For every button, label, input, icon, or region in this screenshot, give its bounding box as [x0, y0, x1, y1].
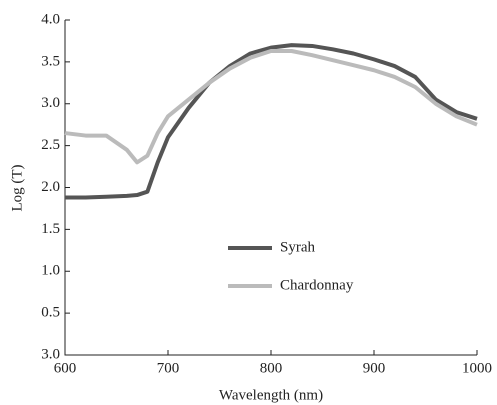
- y-tick-label: 3.5: [41, 53, 60, 69]
- axes: [64, 20, 477, 356]
- x-tick-label: 800: [260, 360, 283, 376]
- y-tick-label: 1.0: [41, 263, 60, 279]
- y-tick-label: 1.5: [41, 221, 60, 237]
- line-series: [64, 48, 478, 165]
- y-tick-label: 2.0: [41, 179, 60, 195]
- legend-label: Chardonnay: [280, 277, 354, 293]
- legend-label: Syrah: [280, 239, 315, 255]
- y-tick-label: 2.5: [41, 137, 60, 153]
- x-tick-label: 700: [157, 360, 180, 376]
- x-tick-label: 900: [363, 360, 386, 376]
- y-tick-label: 4.0: [41, 11, 60, 27]
- x-axis-label: Wavelength (nm): [219, 387, 323, 403]
- y-tick-label: 3.0: [41, 95, 60, 111]
- y-tick-label: 3.0: [41, 346, 60, 362]
- y-tick-label: 0.5: [41, 305, 60, 321]
- x-tick-label: 1000: [462, 360, 492, 376]
- line-series: [65, 43, 478, 200]
- y-axis-label: Log (T): [9, 164, 25, 211]
- x-tick-label: 600: [54, 360, 77, 376]
